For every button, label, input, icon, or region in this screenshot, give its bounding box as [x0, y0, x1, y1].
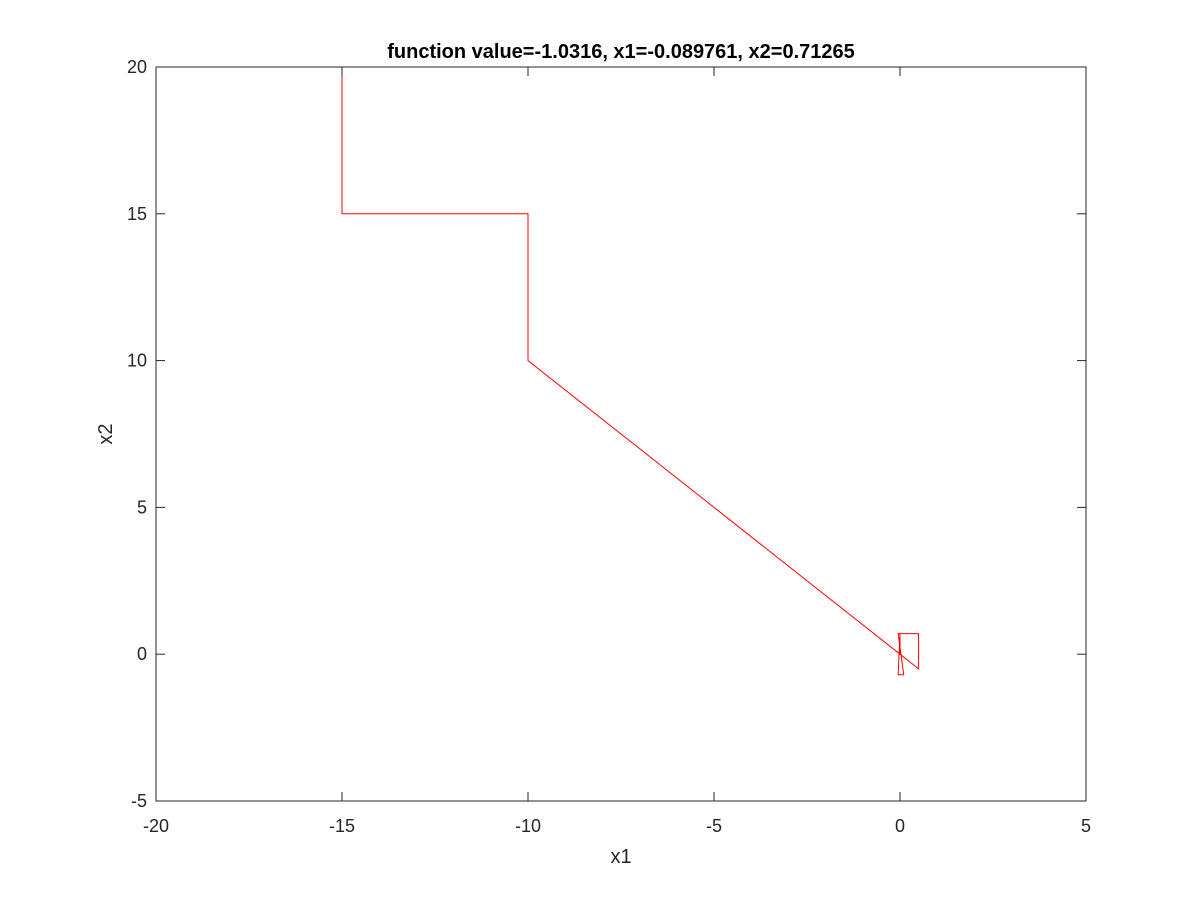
x-tick-label: 5	[1081, 816, 1091, 836]
x-tick-label: -5	[706, 816, 722, 836]
x-tick-label: -20	[143, 816, 169, 836]
y-tick-label: 0	[137, 644, 147, 664]
axes-box	[155, 66, 1087, 802]
y-tick-label: 15	[127, 204, 147, 224]
y-axis-label: x2	[95, 423, 117, 444]
series-line	[156, 66, 920, 676]
y-tick-label: 20	[127, 57, 147, 77]
x-axis-label: x1	[610, 846, 631, 868]
x-tick-label: -15	[329, 816, 355, 836]
x-tick-label: -10	[515, 816, 541, 836]
x-tick-label: 0	[895, 816, 905, 836]
y-tick-label: -5	[131, 791, 147, 811]
chart-title: function value=-1.0316, x1=-0.089761, x2…	[387, 41, 855, 63]
y-tick-label: 5	[137, 497, 147, 517]
series-layer	[156, 66, 920, 676]
y-tick-label: 10	[127, 351, 147, 371]
